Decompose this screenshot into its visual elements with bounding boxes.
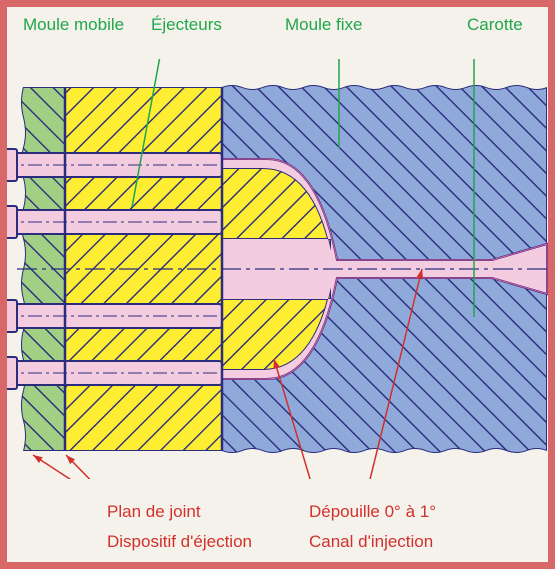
- label-ejecteurs: Éjecteurs: [151, 15, 222, 35]
- label-depouille: Dépouille 0° à 1°: [309, 502, 436, 522]
- label-carotte: Carotte: [467, 15, 523, 35]
- label-dispositif-ejection: Dispositif d'éjection: [107, 532, 252, 552]
- label-moule-mobile: Moule mobile: [23, 15, 124, 35]
- label-moule-fixe: Moule fixe: [285, 15, 362, 35]
- label-plan-de-joint: Plan de joint: [107, 502, 201, 522]
- diagram-panel: Moule mobile Éjecteurs Moule fixe Carott…: [7, 7, 548, 562]
- diagram-frame: Moule mobile Éjecteurs Moule fixe Carott…: [0, 0, 555, 569]
- label-canal-injection: Canal d'injection: [309, 532, 433, 552]
- diagram-svg: [7, 59, 548, 479]
